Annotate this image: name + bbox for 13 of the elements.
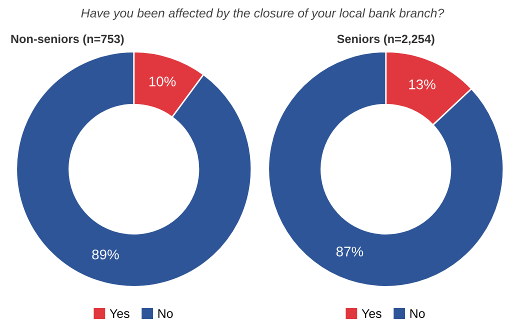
legend-label: Yes — [362, 309, 382, 318]
text: Have you been affected by the closure of your local bank branch? — [81, 8, 444, 20]
data-label: 13% — [409, 79, 436, 90]
data-label: 87% — [336, 246, 364, 256]
data-label: 10% — [149, 76, 176, 86]
legend-label: Yes — [110, 309, 130, 318]
donut-slice — [268, 50, 504, 288]
chart-title: Non-seniors (n=753) — [11, 34, 124, 46]
legend-label: No — [158, 309, 173, 318]
data-label: 89% — [92, 250, 119, 260]
donut-slice — [16, 50, 252, 288]
legend-label: No — [410, 309, 425, 318]
chart-title: Seniors (n=2,254) — [337, 34, 434, 46]
